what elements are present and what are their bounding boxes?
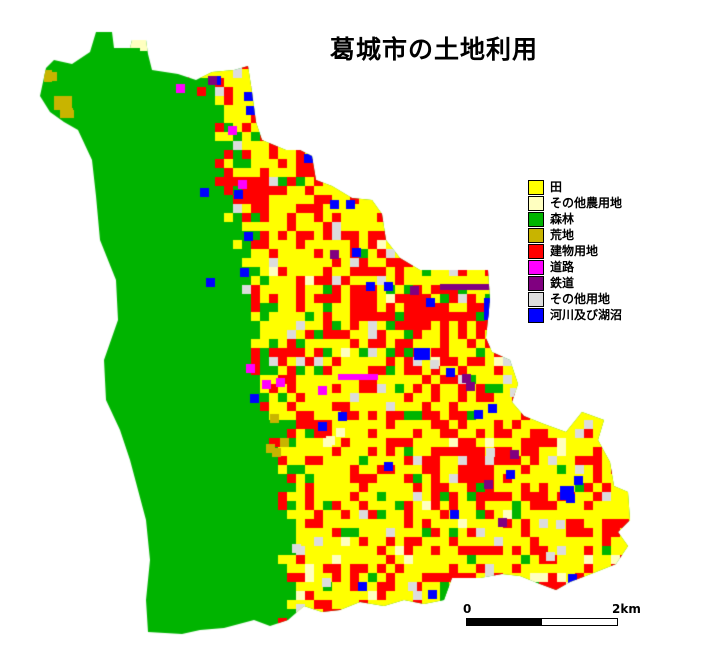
legend-swatch (528, 308, 544, 323)
legend-label: 森林 (550, 212, 575, 226)
legend-label: 田 (550, 180, 563, 194)
legend-swatch (528, 212, 544, 227)
legend-swatch (528, 292, 544, 307)
legend-item-wasteland: 荒地 (528, 228, 688, 244)
legend-swatch (528, 260, 544, 275)
legend-label: その他農用地 (550, 196, 623, 210)
legend-label: 道路 (550, 260, 575, 274)
scale-start-label: 0 (463, 602, 472, 616)
legend-swatch (528, 196, 544, 211)
legend-item-other-land: その他用地 (528, 292, 688, 308)
legend-item-forest: 森林 (528, 212, 688, 228)
legend-swatch (528, 244, 544, 259)
scale-bar (466, 618, 618, 626)
map-title: 葛城市の土地利用 (330, 35, 539, 64)
legend-item-rice-field: 田 (528, 180, 688, 196)
legend-item-railway: 鉄道 (528, 276, 688, 292)
legend-label: 荒地 (550, 228, 575, 242)
legend-label: その他用地 (550, 292, 611, 306)
legend-item-other-farmland: その他農用地 (528, 196, 688, 212)
scale-end-label: 2km (612, 602, 641, 616)
legend-label: 河川及び湖沼 (550, 308, 623, 322)
legend-swatch (528, 180, 544, 195)
legend: 田 その他農用地 森林 荒地 建物用地 道路 鉄道 その他用地 河川及び湖沼 (528, 180, 688, 324)
legend-item-building-land: 建物用地 (528, 244, 688, 260)
legend-label: 鉄道 (550, 276, 575, 290)
legend-swatch (528, 228, 544, 243)
legend-item-road: 道路 (528, 260, 688, 276)
legend-label: 建物用地 (550, 244, 599, 258)
legend-item-rivers-lakes: 河川及び湖沼 (528, 308, 688, 324)
legend-swatch (528, 276, 544, 291)
